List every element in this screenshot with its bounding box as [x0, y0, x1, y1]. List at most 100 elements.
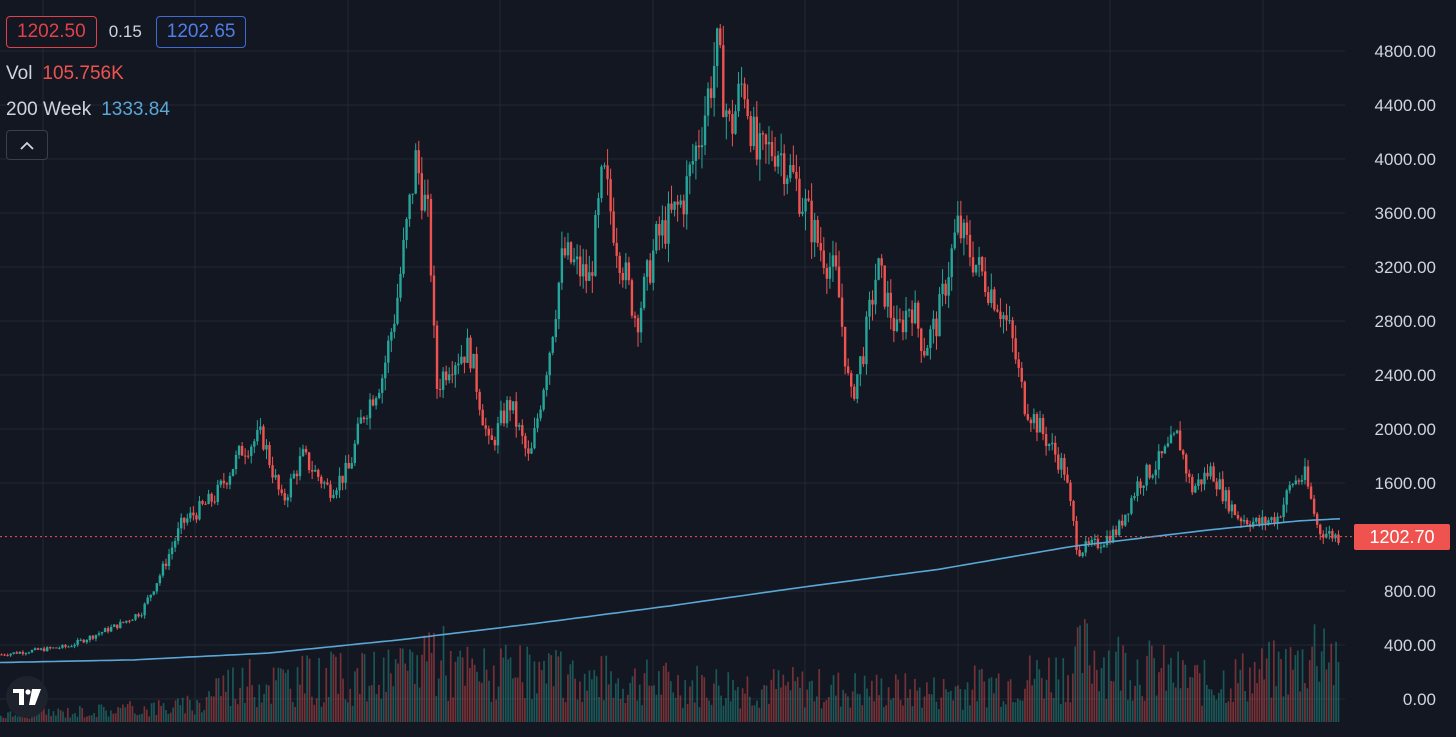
candle-body [880, 258, 883, 266]
volume-bar [775, 689, 777, 722]
ask-price-box[interactable]: 1202.65 [155, 16, 247, 48]
collapse-legend-button[interactable] [6, 130, 48, 160]
candle-body [85, 639, 88, 643]
volume-bar [741, 688, 744, 722]
candle-body [709, 88, 713, 98]
volume-bar [1064, 701, 1067, 722]
volume-bar [327, 697, 330, 722]
candle-body [1218, 479, 1221, 490]
candle-body [222, 480, 226, 484]
candle-body [837, 266, 841, 298]
candle-body [627, 262, 631, 281]
y-tick-label: 4000.00 [1375, 150, 1436, 169]
candle-body [1175, 430, 1179, 434]
candle-body [859, 356, 862, 375]
volume-bar [447, 700, 450, 722]
candle-body [1148, 464, 1151, 478]
candle-body [128, 620, 131, 622]
volume-bar [1067, 675, 1069, 722]
volume-bar [806, 689, 809, 722]
volume-bar [344, 699, 347, 722]
volume-bar [691, 680, 694, 722]
candle-body [1306, 466, 1310, 487]
volume-bar [973, 665, 976, 722]
volume-bar [1072, 673, 1074, 722]
volume-bar [782, 674, 785, 722]
volume-bar [624, 702, 627, 722]
candle-body [999, 311, 1002, 320]
volume-bar [208, 691, 210, 722]
candle-body [97, 633, 101, 635]
volume-bar [299, 684, 301, 722]
volume-bar [318, 657, 320, 722]
volume-bar [744, 693, 746, 722]
volume-bar [124, 707, 127, 722]
volume-bar [1263, 679, 1266, 722]
candle-body [868, 299, 871, 317]
volume-bar [315, 698, 318, 722]
candle-body [719, 28, 722, 46]
volume-bar [177, 698, 179, 722]
candle-body [874, 279, 877, 305]
volume-bar [1337, 661, 1340, 722]
candle-body [61, 644, 64, 648]
volume-bar [459, 650, 462, 722]
candle-body [621, 272, 624, 281]
volume-bar [674, 697, 677, 722]
candle-body [82, 639, 85, 643]
volume-bar [368, 685, 371, 722]
candle-body [256, 429, 259, 442]
volume-bar [610, 671, 612, 722]
volume-bar [160, 705, 162, 722]
candle-body [1270, 517, 1273, 521]
volume-bar [43, 707, 45, 722]
candle-body [1188, 473, 1191, 477]
volume-bar [1244, 691, 1246, 722]
volume-bar [866, 688, 868, 722]
volume-bar [1136, 659, 1139, 722]
volume-legend[interactable]: Vol 105.756K [6, 63, 124, 85]
volume-bar [270, 703, 273, 722]
candlesticks [0, 23, 1340, 657]
volume-bar [526, 646, 529, 722]
volume-bar [591, 679, 593, 722]
ma-legend[interactable]: 200 Week 1333.84 [6, 99, 170, 121]
volume-bar [1206, 684, 1208, 722]
volume-bar [100, 704, 103, 722]
volume-bar [947, 691, 950, 722]
volume-bar [488, 680, 490, 722]
volume-bar [370, 685, 373, 722]
candle-body [304, 448, 308, 453]
volume-bar [222, 675, 225, 722]
chart-grid [0, 0, 1345, 720]
volume-bar [765, 685, 768, 722]
candle-body [195, 515, 198, 520]
volume-bar [394, 659, 397, 722]
candle-body [180, 517, 183, 529]
volume-bar [50, 716, 52, 722]
candle-body [466, 337, 469, 363]
volume-bar [1258, 669, 1261, 722]
volume-bar [801, 671, 804, 722]
candle-body [822, 250, 825, 269]
volume-bar [949, 690, 952, 722]
volume-bar [1313, 624, 1316, 722]
candle-body [566, 242, 570, 256]
candle-body [3, 654, 6, 656]
volume-bar [598, 697, 600, 722]
volume-bar [849, 707, 852, 722]
volume-bar [672, 692, 675, 722]
tradingview-logo-icon[interactable] [6, 676, 48, 718]
candle-body [1111, 529, 1115, 543]
candle-body [411, 193, 414, 195]
volume-bar [509, 657, 512, 722]
candle-body [971, 257, 975, 273]
volume-bar [212, 696, 215, 722]
volume-bar [997, 673, 1000, 722]
bid-price-box[interactable]: 1202.50 [6, 16, 97, 48]
volume-bar [335, 656, 337, 722]
volume-bar [1129, 680, 1132, 722]
candle-body [935, 318, 938, 337]
volume-bar [64, 717, 67, 722]
